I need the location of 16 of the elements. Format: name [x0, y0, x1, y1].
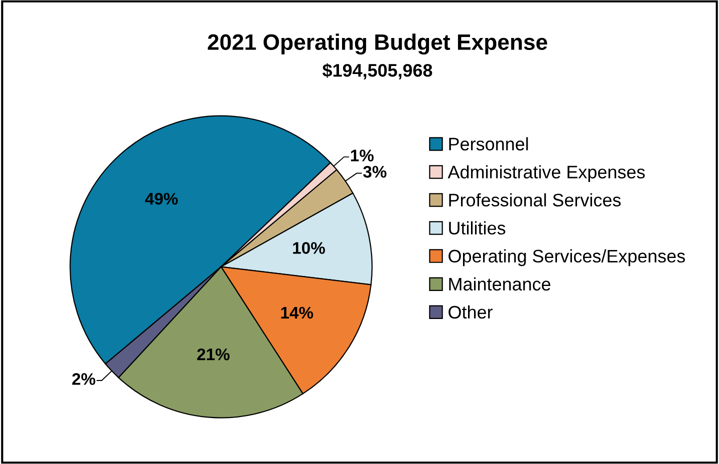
legend-label: Professional Services [449, 193, 621, 206]
chart-subtitle: $194,505,968 [322, 63, 432, 80]
data-label: 1% [351, 150, 374, 162]
legend-label: Administrative Expenses [448, 165, 645, 182]
data-label: 14% [281, 306, 314, 319]
legend-label: Operating Services/Expenses [448, 249, 685, 266]
data-label: 10% [293, 242, 325, 254]
legend-label: Maintenance [449, 277, 550, 291]
data-label: 3% [363, 166, 386, 178]
legend-label: Utilities [449, 221, 506, 235]
legend-label: Personnel [449, 137, 528, 150]
data-label: 49% [145, 192, 178, 205]
chart-title: 2021 Operating Budget Expense [208, 34, 548, 54]
data-label: 21% [197, 348, 230, 360]
legend-label: Other [448, 305, 493, 319]
data-label: 2% [72, 373, 96, 385]
